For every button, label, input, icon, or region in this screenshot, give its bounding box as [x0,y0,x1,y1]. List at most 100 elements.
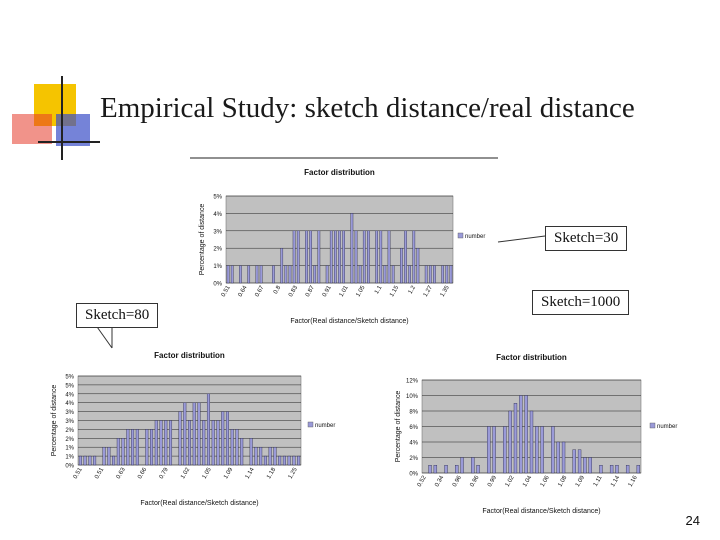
legend-label: number [465,234,485,240]
bar [292,230,296,284]
bar [375,230,378,284]
x-tick-label: 0.51 [221,284,232,298]
bar [288,265,292,284]
x-tick-label: 1.15 [389,284,400,298]
bar [278,455,282,466]
x-tick-label: 0.87 [305,284,316,298]
x-tick-label: 1.14 [245,466,256,480]
bar [83,455,87,466]
y-tick-label: 2% [213,247,222,253]
bar [102,446,106,466]
y-tick-label: 4% [65,401,74,407]
bar [154,420,158,466]
bar [455,465,459,474]
chart-title: Factor distribution [154,351,225,360]
y-tick-label: 6% [409,425,418,431]
bar [354,230,358,284]
bar [240,438,244,466]
bar [636,465,640,474]
y-tick-label: 2% [409,456,418,462]
legend: number [649,422,677,430]
bar [131,429,135,466]
chart-title: Factor distribution [304,168,375,177]
bar [259,265,263,284]
bar [112,455,116,466]
bar [524,395,528,474]
x-tick-label: 1.02 [505,474,516,488]
bar [556,441,560,474]
y-tick-label: 3% [213,229,222,235]
legend-label: number [315,423,335,429]
y-tick-label: 8% [409,410,418,416]
y-tick-label: 0% [213,282,222,288]
bar [444,465,448,474]
bar [476,465,480,474]
bar [529,410,534,474]
bar [216,420,220,466]
bar [135,429,139,466]
bar [296,230,300,284]
chart-sketch30: Factor distribution 0% 1% 2% 3% 4% 5% 0.51 0.64 0… [190,157,498,325]
bar [178,411,182,466]
x-tick-label: 1.06 [540,474,551,488]
bar [287,455,291,466]
bar [268,446,272,466]
bar [583,457,587,474]
y-tick-label: 0% [65,464,74,470]
bar [164,420,168,466]
legend: number [457,232,485,240]
bar [350,213,354,284]
legend-swatch [457,232,464,239]
bar [433,465,438,474]
bar [342,230,345,284]
bar [577,449,582,474]
x-tick-label: 1.11 [593,474,604,487]
bar [391,265,395,284]
bar [317,230,321,284]
page-number: 24 [685,513,700,528]
bar [249,438,253,466]
bar [433,265,436,284]
bar [379,230,383,284]
bar [263,455,267,466]
y-tick-label: 3% [65,410,74,416]
x-tick-label: 0.91 [322,284,333,298]
x-axis-label: Factor(Real distance/Sketch distance) [140,500,258,507]
callout-sketch80: Sketch=80 [76,303,159,328]
bar [126,429,130,466]
legend-swatch [307,421,314,428]
bar [535,426,539,474]
bar [309,230,312,284]
bar [428,265,432,284]
x-tick-label: 1.01 [339,284,350,298]
y-tick-label: 10% [406,394,419,400]
bar [383,265,387,284]
legend-swatch [649,422,656,429]
bar [297,455,301,466]
x-tick-label: 1.09 [575,474,586,488]
y-tick-label: 5% [65,383,74,389]
bar [412,230,416,284]
chart-sketch80: Factor distribution 0% 1% 1% 2% 2% 3% 3% 4% 4% 5% 5… [51,351,335,507]
y-tick-label: 4% [213,212,222,218]
x-tick-label: 1.04 [522,474,533,488]
bar [588,457,592,474]
x-tick-label: 1.05 [355,284,366,298]
callout-sketch30: Sketch=30 [545,226,628,251]
bar [572,449,576,474]
y-tick-label: 12% [406,379,419,385]
bar [235,429,239,466]
bar [272,265,275,284]
x-tick-label: 1.1 [374,284,384,295]
y-tick-label: 5% [65,375,74,381]
bar [445,265,449,284]
bar [599,465,603,474]
x-tick-label: 1.14 [610,474,621,488]
bar [221,411,225,466]
bar [211,420,215,466]
bar [187,420,192,466]
slide-title: Empirical Study: sketch distance/real di… [100,92,635,124]
bar [428,465,432,474]
x-tick-label: 0.51 [73,466,84,480]
bar [460,457,464,474]
